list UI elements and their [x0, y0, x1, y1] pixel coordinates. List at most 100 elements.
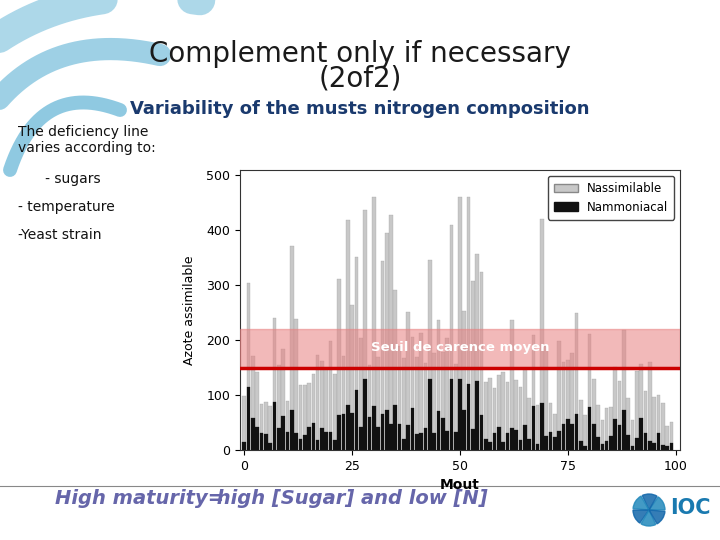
- Bar: [531, 335, 535, 450]
- Bar: [592, 379, 595, 450]
- Bar: [618, 424, 621, 450]
- Bar: [312, 374, 315, 450]
- Bar: [393, 290, 397, 450]
- Bar: [639, 364, 643, 450]
- Bar: [372, 198, 376, 450]
- Bar: [243, 442, 246, 450]
- Bar: [575, 415, 578, 450]
- Text: - temperature: - temperature: [18, 200, 114, 214]
- Bar: [410, 408, 415, 450]
- Bar: [454, 364, 457, 450]
- Text: The deficiency line
varies according to:: The deficiency line varies according to:: [18, 125, 156, 155]
- Bar: [346, 220, 350, 450]
- Bar: [583, 446, 587, 450]
- Bar: [247, 283, 251, 450]
- Bar: [626, 435, 630, 450]
- Bar: [406, 312, 410, 450]
- Bar: [372, 406, 376, 450]
- Bar: [540, 403, 544, 450]
- Bar: [518, 441, 522, 450]
- Bar: [415, 434, 419, 450]
- Bar: [600, 444, 604, 450]
- Bar: [329, 341, 333, 450]
- Bar: [355, 257, 359, 450]
- X-axis label: Mout: Mout: [440, 478, 480, 492]
- Bar: [342, 414, 346, 450]
- Bar: [501, 442, 505, 450]
- Bar: [316, 355, 320, 450]
- Wedge shape: [642, 494, 657, 510]
- Bar: [299, 386, 302, 450]
- Bar: [423, 363, 428, 450]
- Text: high [Sugar] and low [N]: high [Sugar] and low [N]: [210, 489, 487, 508]
- Text: High maturity=: High maturity=: [55, 489, 224, 508]
- Bar: [492, 388, 496, 450]
- Bar: [264, 434, 268, 450]
- Bar: [384, 410, 389, 450]
- Bar: [415, 357, 419, 450]
- Bar: [432, 433, 436, 450]
- Bar: [364, 379, 367, 450]
- Bar: [402, 440, 406, 450]
- Bar: [488, 379, 492, 450]
- Bar: [579, 442, 582, 450]
- Bar: [454, 432, 457, 450]
- Bar: [243, 395, 246, 450]
- Bar: [648, 362, 652, 450]
- Bar: [492, 433, 496, 450]
- Bar: [458, 198, 462, 450]
- Wedge shape: [633, 510, 649, 523]
- Bar: [488, 442, 492, 450]
- Bar: [475, 254, 479, 450]
- Bar: [652, 443, 656, 450]
- Bar: [631, 446, 634, 450]
- Bar: [402, 357, 406, 450]
- Bar: [419, 333, 423, 450]
- Bar: [596, 437, 600, 450]
- Bar: [609, 436, 613, 450]
- Bar: [368, 365, 372, 450]
- Wedge shape: [633, 496, 649, 510]
- Bar: [480, 272, 483, 450]
- Bar: [480, 415, 483, 450]
- Wedge shape: [649, 497, 665, 510]
- Bar: [273, 402, 276, 450]
- Bar: [665, 447, 669, 450]
- Bar: [380, 414, 384, 450]
- Bar: [282, 349, 285, 450]
- Bar: [316, 440, 320, 450]
- Bar: [562, 362, 565, 450]
- Bar: [665, 426, 669, 450]
- Bar: [320, 361, 324, 450]
- Bar: [307, 427, 311, 450]
- Bar: [514, 380, 518, 450]
- Bar: [536, 405, 539, 450]
- Bar: [325, 369, 328, 450]
- Bar: [325, 432, 328, 450]
- Bar: [588, 407, 591, 450]
- Bar: [622, 410, 626, 450]
- Bar: [527, 439, 531, 450]
- Bar: [566, 419, 570, 450]
- Wedge shape: [641, 510, 656, 526]
- Bar: [286, 432, 289, 450]
- Bar: [570, 424, 574, 450]
- Bar: [277, 364, 281, 450]
- Bar: [282, 415, 285, 450]
- Bar: [618, 381, 621, 450]
- Bar: [484, 382, 487, 450]
- Bar: [579, 401, 582, 450]
- Bar: [307, 383, 311, 450]
- Bar: [657, 434, 660, 450]
- Bar: [377, 427, 380, 450]
- Bar: [441, 418, 444, 450]
- Bar: [333, 440, 337, 450]
- Bar: [631, 421, 634, 450]
- Bar: [251, 418, 255, 450]
- Bar: [626, 398, 630, 450]
- Bar: [303, 385, 307, 450]
- Bar: [557, 341, 561, 450]
- Bar: [436, 410, 440, 450]
- Wedge shape: [649, 510, 665, 524]
- Bar: [639, 418, 643, 450]
